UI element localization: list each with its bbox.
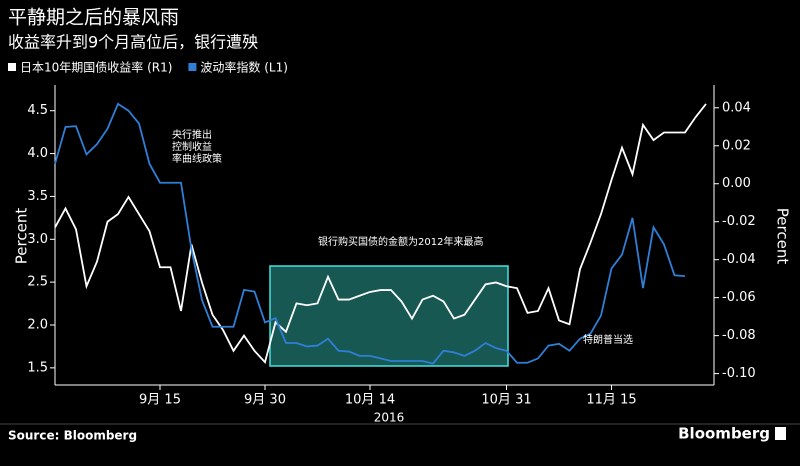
y2-tick-label: 0.04	[722, 100, 751, 115]
x-tick-label: 9月 30	[244, 393, 286, 408]
annotation: 央行推出	[172, 128, 212, 141]
legend-label: 日本10年期国债收益率 (R1)	[20, 60, 172, 75]
y2-tick-label: -0.02	[722, 214, 756, 229]
annotation: 控制收益	[172, 140, 212, 153]
x-axis-label: 2016	[374, 411, 405, 425]
y-axis-label: Percent	[13, 208, 31, 265]
y2-tick-label: 0.02	[722, 138, 751, 153]
y-tick-label: 3.5	[27, 189, 48, 204]
annotation: 率曲线政策	[172, 152, 222, 165]
y2-tick-label: -0.08	[722, 328, 756, 343]
brand: Bloomberg	[678, 425, 770, 443]
x-tick-label: 10月 14	[345, 393, 395, 408]
y2-tick-label: 0.00	[722, 176, 751, 191]
y-tick-label: 3.0	[27, 232, 48, 247]
y2-tick-label: -0.10	[722, 366, 756, 381]
y2-axis-label: Percent	[774, 208, 792, 265]
series-line	[54, 102, 686, 365]
legend-label: 波动率指数 (L1)	[200, 60, 288, 75]
y-tick-label: 2.5	[27, 275, 48, 290]
x-tick-label: 9月 15	[139, 393, 181, 408]
y2-tick-label: -0.04	[722, 252, 756, 267]
y2-tick-label: -0.06	[722, 290, 756, 305]
highlight-box	[269, 265, 509, 367]
chart-subtitle: 收益率升到9个月高位后，银行遭殃	[8, 33, 258, 52]
annotation: 特朗普当选	[583, 333, 633, 346]
annotation: 银行购买国债的金额为2012年来最高	[318, 235, 483, 248]
y-tick-label: 2.0	[27, 318, 48, 333]
x-tick-label: 10月 31	[481, 393, 531, 408]
legend-swatch	[188, 63, 197, 71]
series-line	[54, 103, 707, 365]
y-tick-label: 4.5	[27, 103, 48, 118]
legend-swatch	[8, 63, 16, 71]
source: Source: Bloomberg	[8, 429, 137, 443]
chart-title: 平静期之后的暴风雨	[8, 7, 179, 29]
x-tick-label: 11月 15	[586, 393, 636, 408]
brand-icon	[775, 427, 786, 440]
y-tick-label: 4.0	[27, 146, 48, 161]
y-tick-label: 1.5	[27, 360, 48, 375]
